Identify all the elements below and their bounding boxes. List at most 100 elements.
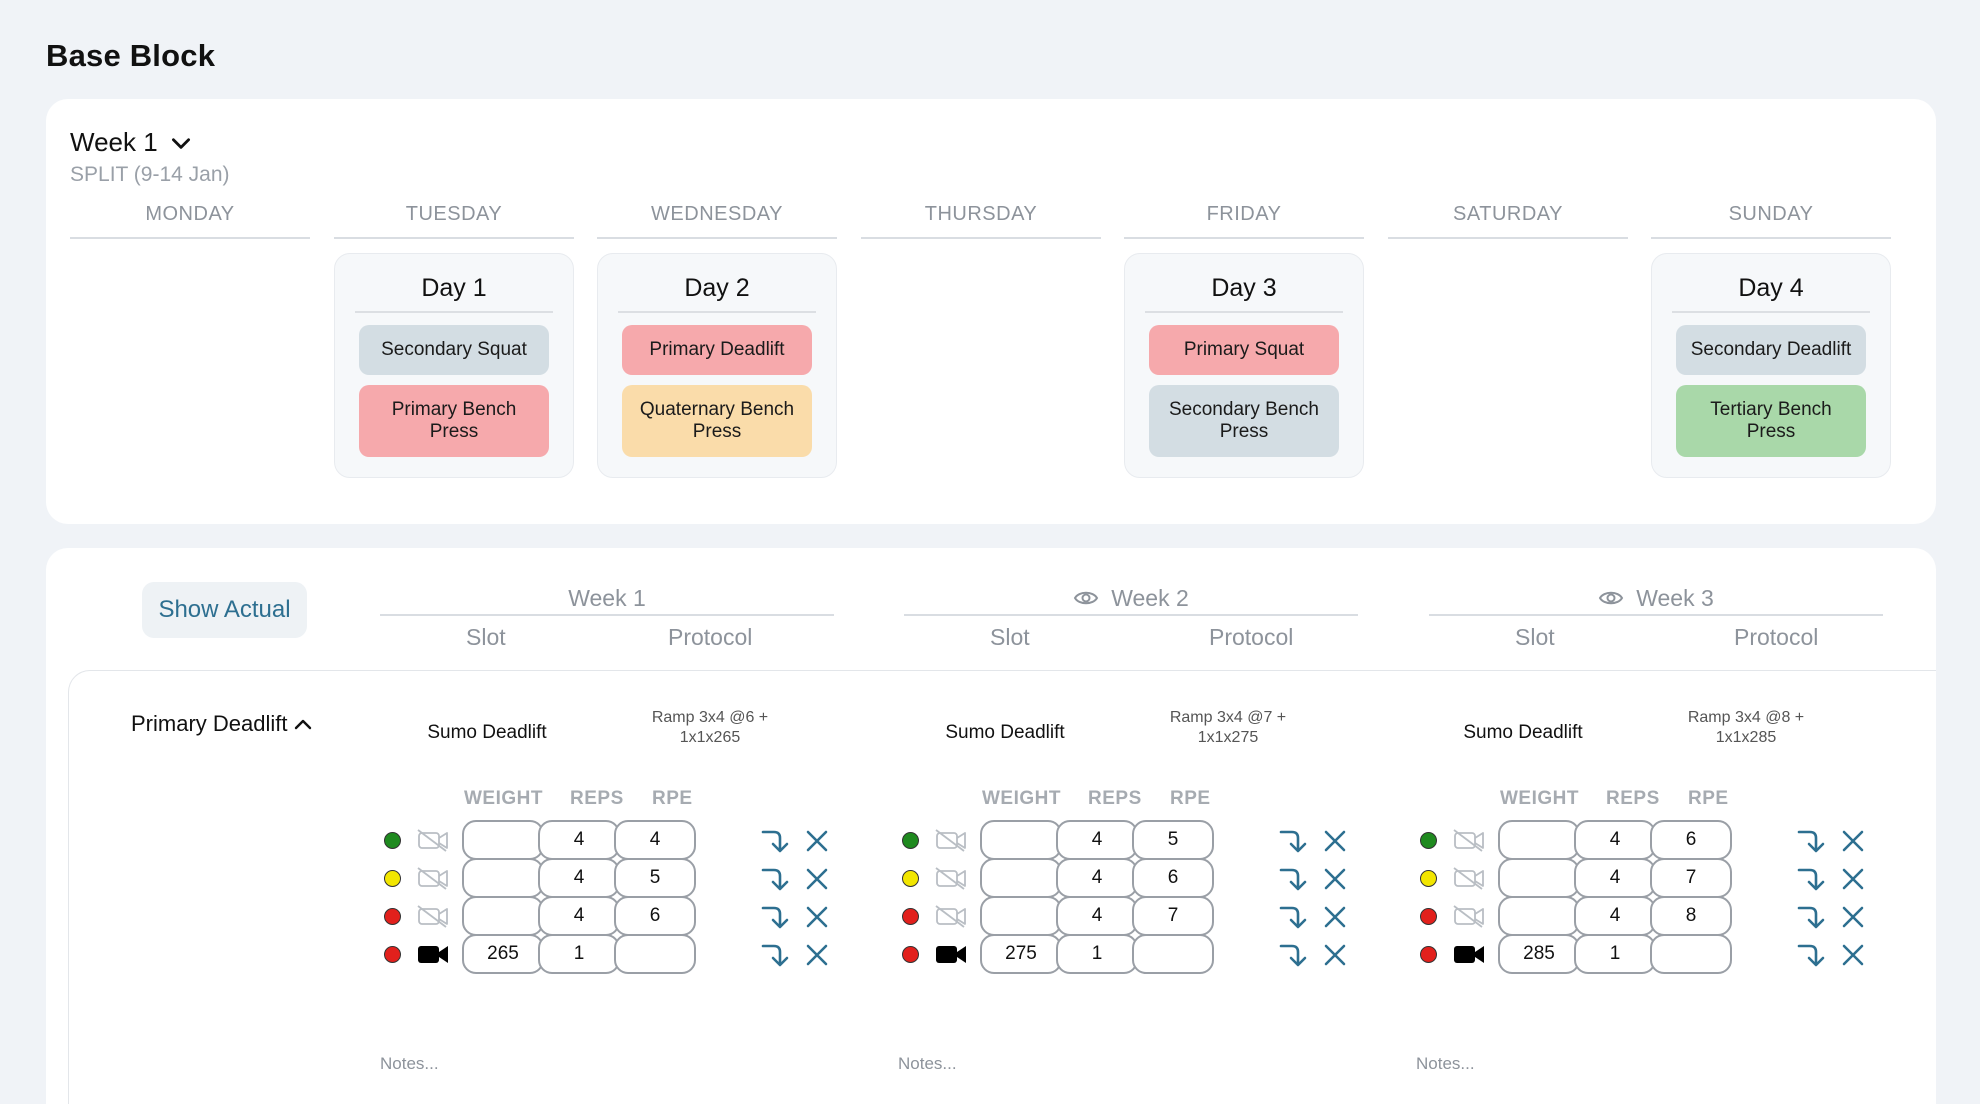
rpe-input[interactable]: 7 — [1650, 858, 1732, 898]
weight-input[interactable]: 265 — [462, 934, 544, 974]
status-dot-yellow — [902, 870, 919, 887]
eye-icon[interactable] — [1598, 588, 1624, 608]
video-off-icon[interactable] — [934, 866, 968, 890]
copy-down-icon[interactable] — [1796, 826, 1826, 856]
copy-down-icon[interactable] — [1278, 864, 1308, 894]
rpe-input[interactable]: 8 — [1650, 896, 1732, 936]
copy-down-icon[interactable] — [1796, 940, 1826, 970]
reps-input[interactable]: 4 — [1056, 896, 1138, 936]
delete-set-icon[interactable] — [804, 866, 830, 892]
slot-value[interactable]: Sumo Deadlift — [1463, 722, 1583, 743]
video-camera-icon[interactable] — [1452, 942, 1486, 966]
slot-column-label: Slot — [990, 624, 1030, 650]
copy-down-icon[interactable] — [760, 940, 790, 970]
video-off-icon[interactable] — [416, 866, 450, 890]
reps-input[interactable]: 4 — [538, 820, 620, 860]
reps-input[interactable]: 4 — [1574, 820, 1656, 860]
rpe-input[interactable]: 5 — [614, 858, 696, 898]
video-off-icon[interactable] — [934, 828, 968, 852]
show-actual-button[interactable]: Show Actual — [142, 582, 307, 638]
protocol-value[interactable]: Ramp 3x4 @6 + 1x1x265 — [651, 709, 769, 746]
copy-down-icon[interactable] — [760, 902, 790, 932]
weight-input[interactable] — [980, 858, 1062, 898]
rpe-input[interactable] — [1650, 934, 1732, 974]
lift-pill[interactable]: Secondary Squat — [359, 325, 549, 375]
reps-input[interactable]: 4 — [1056, 858, 1138, 898]
delete-set-icon[interactable] — [1840, 904, 1866, 930]
weight-input[interactable] — [980, 896, 1062, 936]
protocol-value[interactable]: Ramp 3x4 @7 + 1x1x275 — [1169, 709, 1287, 746]
video-off-icon[interactable] — [934, 904, 968, 928]
reps-input[interactable]: 4 — [538, 896, 620, 936]
delete-set-icon[interactable] — [1322, 942, 1348, 968]
notes-field[interactable]: Notes... — [898, 1054, 957, 1073]
video-off-icon[interactable] — [416, 904, 450, 928]
reps-input[interactable]: 1 — [1056, 934, 1138, 974]
notes-field[interactable]: Notes... — [380, 1054, 439, 1073]
reps-input[interactable]: 4 — [1574, 858, 1656, 898]
rpe-input[interactable]: 5 — [1132, 820, 1214, 860]
rpe-input[interactable]: 6 — [1132, 858, 1214, 898]
weight-input[interactable]: 275 — [980, 934, 1062, 974]
copy-down-icon[interactable] — [760, 826, 790, 856]
reps-input[interactable]: 4 — [1056, 820, 1138, 860]
video-off-icon[interactable] — [416, 828, 450, 852]
weight-input[interactable] — [462, 820, 544, 860]
video-off-icon[interactable] — [1452, 866, 1486, 890]
delete-set-icon[interactable] — [804, 828, 830, 854]
reps-input[interactable]: 1 — [1574, 934, 1656, 974]
rpe-input[interactable] — [614, 934, 696, 974]
status-dot-green — [902, 832, 919, 849]
lift-pill[interactable]: Primary Deadlift — [622, 325, 812, 375]
notes-field[interactable]: Notes... — [1416, 1054, 1475, 1073]
rpe-input[interactable]: 4 — [614, 820, 696, 860]
weight-input[interactable] — [1498, 858, 1580, 898]
delete-set-icon[interactable] — [1840, 828, 1866, 854]
video-off-icon[interactable] — [1452, 828, 1486, 852]
lift-pill[interactable]: Secondary Deadlift — [1676, 325, 1866, 375]
reps-input[interactable]: 4 — [538, 858, 620, 898]
slot-value[interactable]: Sumo Deadlift — [427, 722, 547, 743]
delete-set-icon[interactable] — [804, 942, 830, 968]
lift-pill[interactable]: Primary Bench Press — [359, 385, 549, 457]
rpe-input[interactable]: 7 — [1132, 896, 1214, 936]
weight-input[interactable] — [980, 820, 1062, 860]
weight-input[interactable]: 285 — [1498, 934, 1580, 974]
protocol-value[interactable]: Ramp 3x4 @8 + 1x1x285 — [1687, 709, 1805, 746]
delete-set-icon[interactable] — [1840, 942, 1866, 968]
video-camera-icon[interactable] — [934, 942, 968, 966]
delete-set-icon[interactable] — [1840, 866, 1866, 892]
lift-pill[interactable]: Tertiary Bench Press — [1676, 385, 1866, 457]
weight-input[interactable] — [462, 896, 544, 936]
weight-input[interactable] — [1498, 896, 1580, 936]
copy-down-icon[interactable] — [1278, 902, 1308, 932]
delete-set-icon[interactable] — [804, 904, 830, 930]
week-selector[interactable]: Week 1 — [70, 127, 194, 158]
delete-set-icon[interactable] — [1322, 828, 1348, 854]
lift-pill[interactable]: Secondary Bench Press — [1149, 385, 1339, 457]
lift-pill[interactable]: Primary Squat — [1149, 325, 1339, 375]
delete-set-icon[interactable] — [1322, 866, 1348, 892]
slot-value[interactable]: Sumo Deadlift — [945, 722, 1065, 743]
lift-pill[interactable]: Quaternary Bench Press — [622, 385, 812, 457]
video-off-icon[interactable] — [1452, 904, 1486, 928]
day-column-friday: FRIDAY Day 3 Primary Squat Secondary Bench … — [1124, 203, 1364, 478]
eye-icon[interactable] — [1073, 588, 1099, 608]
reps-input[interactable]: 1 — [538, 934, 620, 974]
rpe-input[interactable]: 6 — [614, 896, 696, 936]
copy-down-icon[interactable] — [1278, 826, 1308, 856]
copy-down-icon[interactable] — [1278, 940, 1308, 970]
weight-input[interactable] — [462, 858, 544, 898]
video-camera-icon[interactable] — [416, 942, 450, 966]
reps-input[interactable]: 4 — [1574, 896, 1656, 936]
rpe-input[interactable] — [1132, 934, 1214, 974]
weight-input[interactable] — [1498, 820, 1580, 860]
copy-down-icon[interactable] — [760, 864, 790, 894]
rpe-input[interactable]: 6 — [1650, 820, 1732, 860]
copy-down-icon[interactable] — [1796, 864, 1826, 894]
status-dot-yellow — [1420, 870, 1437, 887]
lift-name-toggle[interactable]: Primary Deadlift — [131, 711, 313, 737]
copy-down-icon[interactable] — [1796, 902, 1826, 932]
delete-set-icon[interactable] — [1322, 904, 1348, 930]
